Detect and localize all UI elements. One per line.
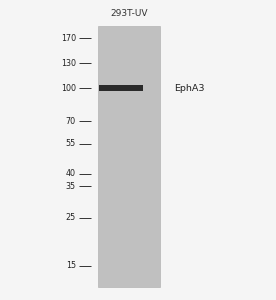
Text: EphA3: EphA3	[174, 83, 205, 92]
Bar	[98, 26, 160, 286]
Text: 55: 55	[66, 140, 76, 148]
Text: 35: 35	[66, 182, 76, 191]
Text: 130: 130	[61, 59, 76, 68]
Text: 40: 40	[66, 169, 76, 178]
Text: 170: 170	[61, 34, 76, 43]
Text: 100: 100	[61, 83, 76, 92]
Text: 293T-UV: 293T-UV	[110, 9, 148, 18]
Text: 25: 25	[66, 213, 76, 222]
Text: 70: 70	[66, 117, 76, 126]
Text: 15: 15	[66, 261, 76, 270]
Bar	[99, 85, 143, 91]
